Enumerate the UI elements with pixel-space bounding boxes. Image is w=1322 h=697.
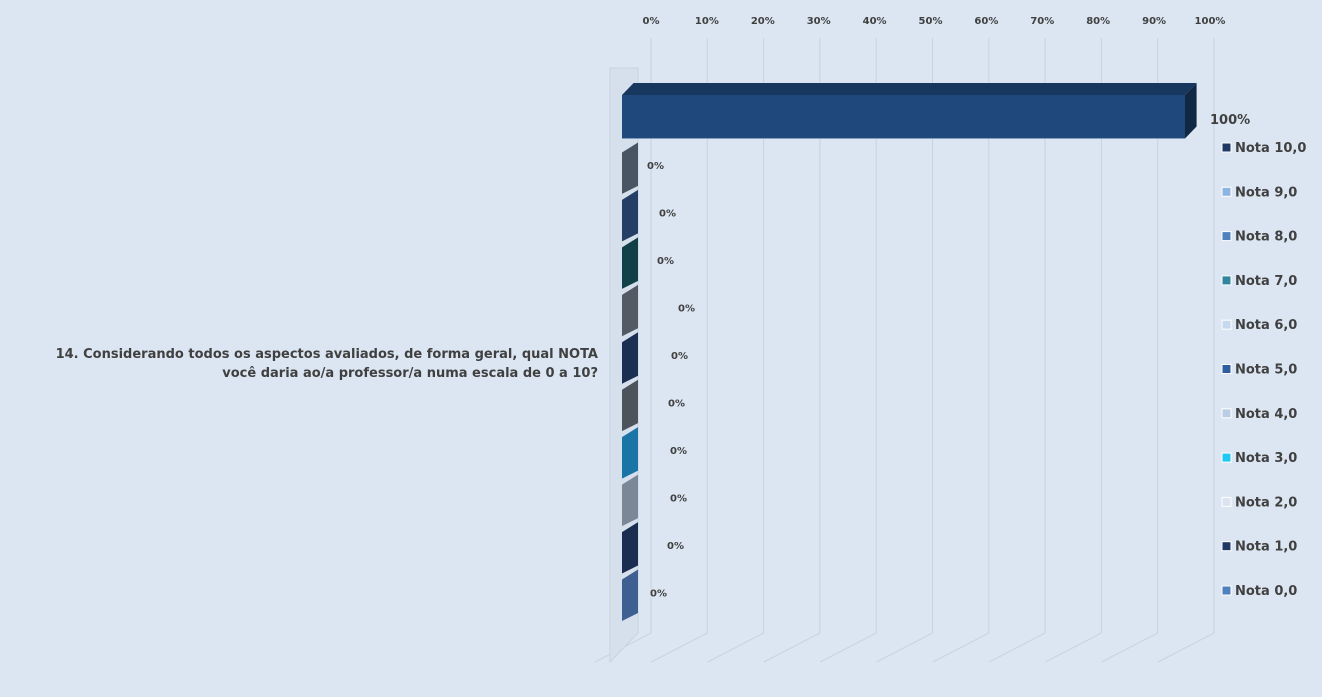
legend-label: Nota 2,0 [1235, 495, 1297, 510]
bar: 0% [622, 189, 676, 242]
x-tick-label: 20% [751, 16, 775, 27]
bar-sliver [622, 427, 638, 479]
data-label: 0% [657, 256, 674, 267]
legend-swatch [1221, 585, 1232, 596]
data-label: 0% [678, 304, 695, 315]
x-tick-label: 50% [919, 16, 943, 27]
legend-swatch [1221, 541, 1232, 552]
bar: 100% [622, 83, 1250, 139]
bar: 0% [622, 379, 685, 432]
floor-gridline [763, 632, 821, 663]
bar-sliver [622, 569, 638, 621]
bar: 0% [622, 427, 687, 479]
x-tick-label: 40% [863, 16, 887, 27]
x-tick-label: 0% [643, 16, 660, 27]
legend-label: Nota 6,0 [1235, 318, 1297, 333]
legend-swatch [1221, 142, 1232, 153]
bar-side-face [1185, 83, 1197, 139]
legend-label: Nota 8,0 [1235, 230, 1297, 245]
legend-label: Nota 1,0 [1235, 540, 1297, 555]
floor-gridline [1157, 632, 1215, 663]
bar: 0% [622, 284, 695, 337]
bar-sliver [622, 474, 638, 527]
x-tick-label: 60% [974, 16, 998, 27]
bar-top-face [622, 83, 1197, 95]
legend-label: Nota 10,0 [1235, 141, 1306, 156]
legend-swatch [1221, 452, 1232, 463]
floor-gridline [988, 632, 1046, 663]
floor-gridline [876, 632, 933, 663]
legend-swatch [1221, 319, 1232, 330]
bar-sliver [622, 379, 638, 432]
x-tick-label: 70% [1030, 16, 1054, 27]
x-tick-label: 90% [1142, 16, 1166, 27]
bar-sliver [622, 284, 638, 337]
legend-label: Nota 9,0 [1235, 185, 1297, 200]
bar-sliver [622, 142, 638, 194]
data-label: 0% [647, 161, 664, 172]
floor-gridline [1045, 632, 1102, 663]
category-label: 14. Considerando todos os aspectos avali… [55, 347, 598, 381]
legend-swatch [1221, 408, 1232, 419]
bar: 0% [622, 237, 674, 289]
legend-label: Nota 4,0 [1235, 407, 1297, 422]
floor-gridline [707, 632, 764, 663]
legend-label: Nota 0,0 [1235, 584, 1297, 599]
legend-label: Nota 7,0 [1235, 274, 1297, 289]
floor-gridline [651, 632, 708, 663]
floor-gridline [819, 632, 877, 663]
legend-swatch [1221, 186, 1232, 197]
legend-label: Nota 5,0 [1235, 363, 1297, 378]
legend: Nota 10,0 Nota 9,0 Nota 8,0 Nota 7,0 Nota 6,… [1221, 141, 1306, 599]
x-tick-label: 100% [1195, 16, 1226, 27]
legend-label: Nota 3,0 [1235, 451, 1297, 466]
bar: 0% [622, 142, 664, 194]
x-tick-label: 10% [695, 16, 719, 27]
data-label: 0% [670, 493, 687, 504]
floor-gridline [932, 632, 990, 663]
data-label: 0% [670, 446, 687, 457]
bar-sliver [622, 522, 638, 574]
data-label: 0% [659, 209, 676, 220]
data-label: 0% [667, 541, 684, 552]
bar: 0% [622, 332, 688, 384]
data-label: 100% [1210, 113, 1250, 128]
bar-sliver [622, 237, 638, 289]
legend-swatch [1221, 275, 1232, 286]
bar-sliver [622, 332, 638, 384]
x-tick-label: 30% [807, 16, 831, 27]
bar: 0% [622, 522, 684, 574]
data-label: 0% [671, 351, 688, 362]
legend-swatch [1221, 496, 1232, 507]
floor-gridline [1101, 632, 1158, 663]
bar: 0% [622, 474, 687, 527]
data-label: 0% [668, 398, 685, 409]
bar-front-face [622, 95, 1185, 139]
x-tick-label: 80% [1086, 16, 1110, 27]
bar: 0% [622, 569, 667, 621]
legend-swatch [1221, 364, 1232, 374]
data-label: 0% [650, 588, 667, 599]
bar-sliver [622, 189, 638, 242]
legend-swatch [1221, 231, 1232, 242]
